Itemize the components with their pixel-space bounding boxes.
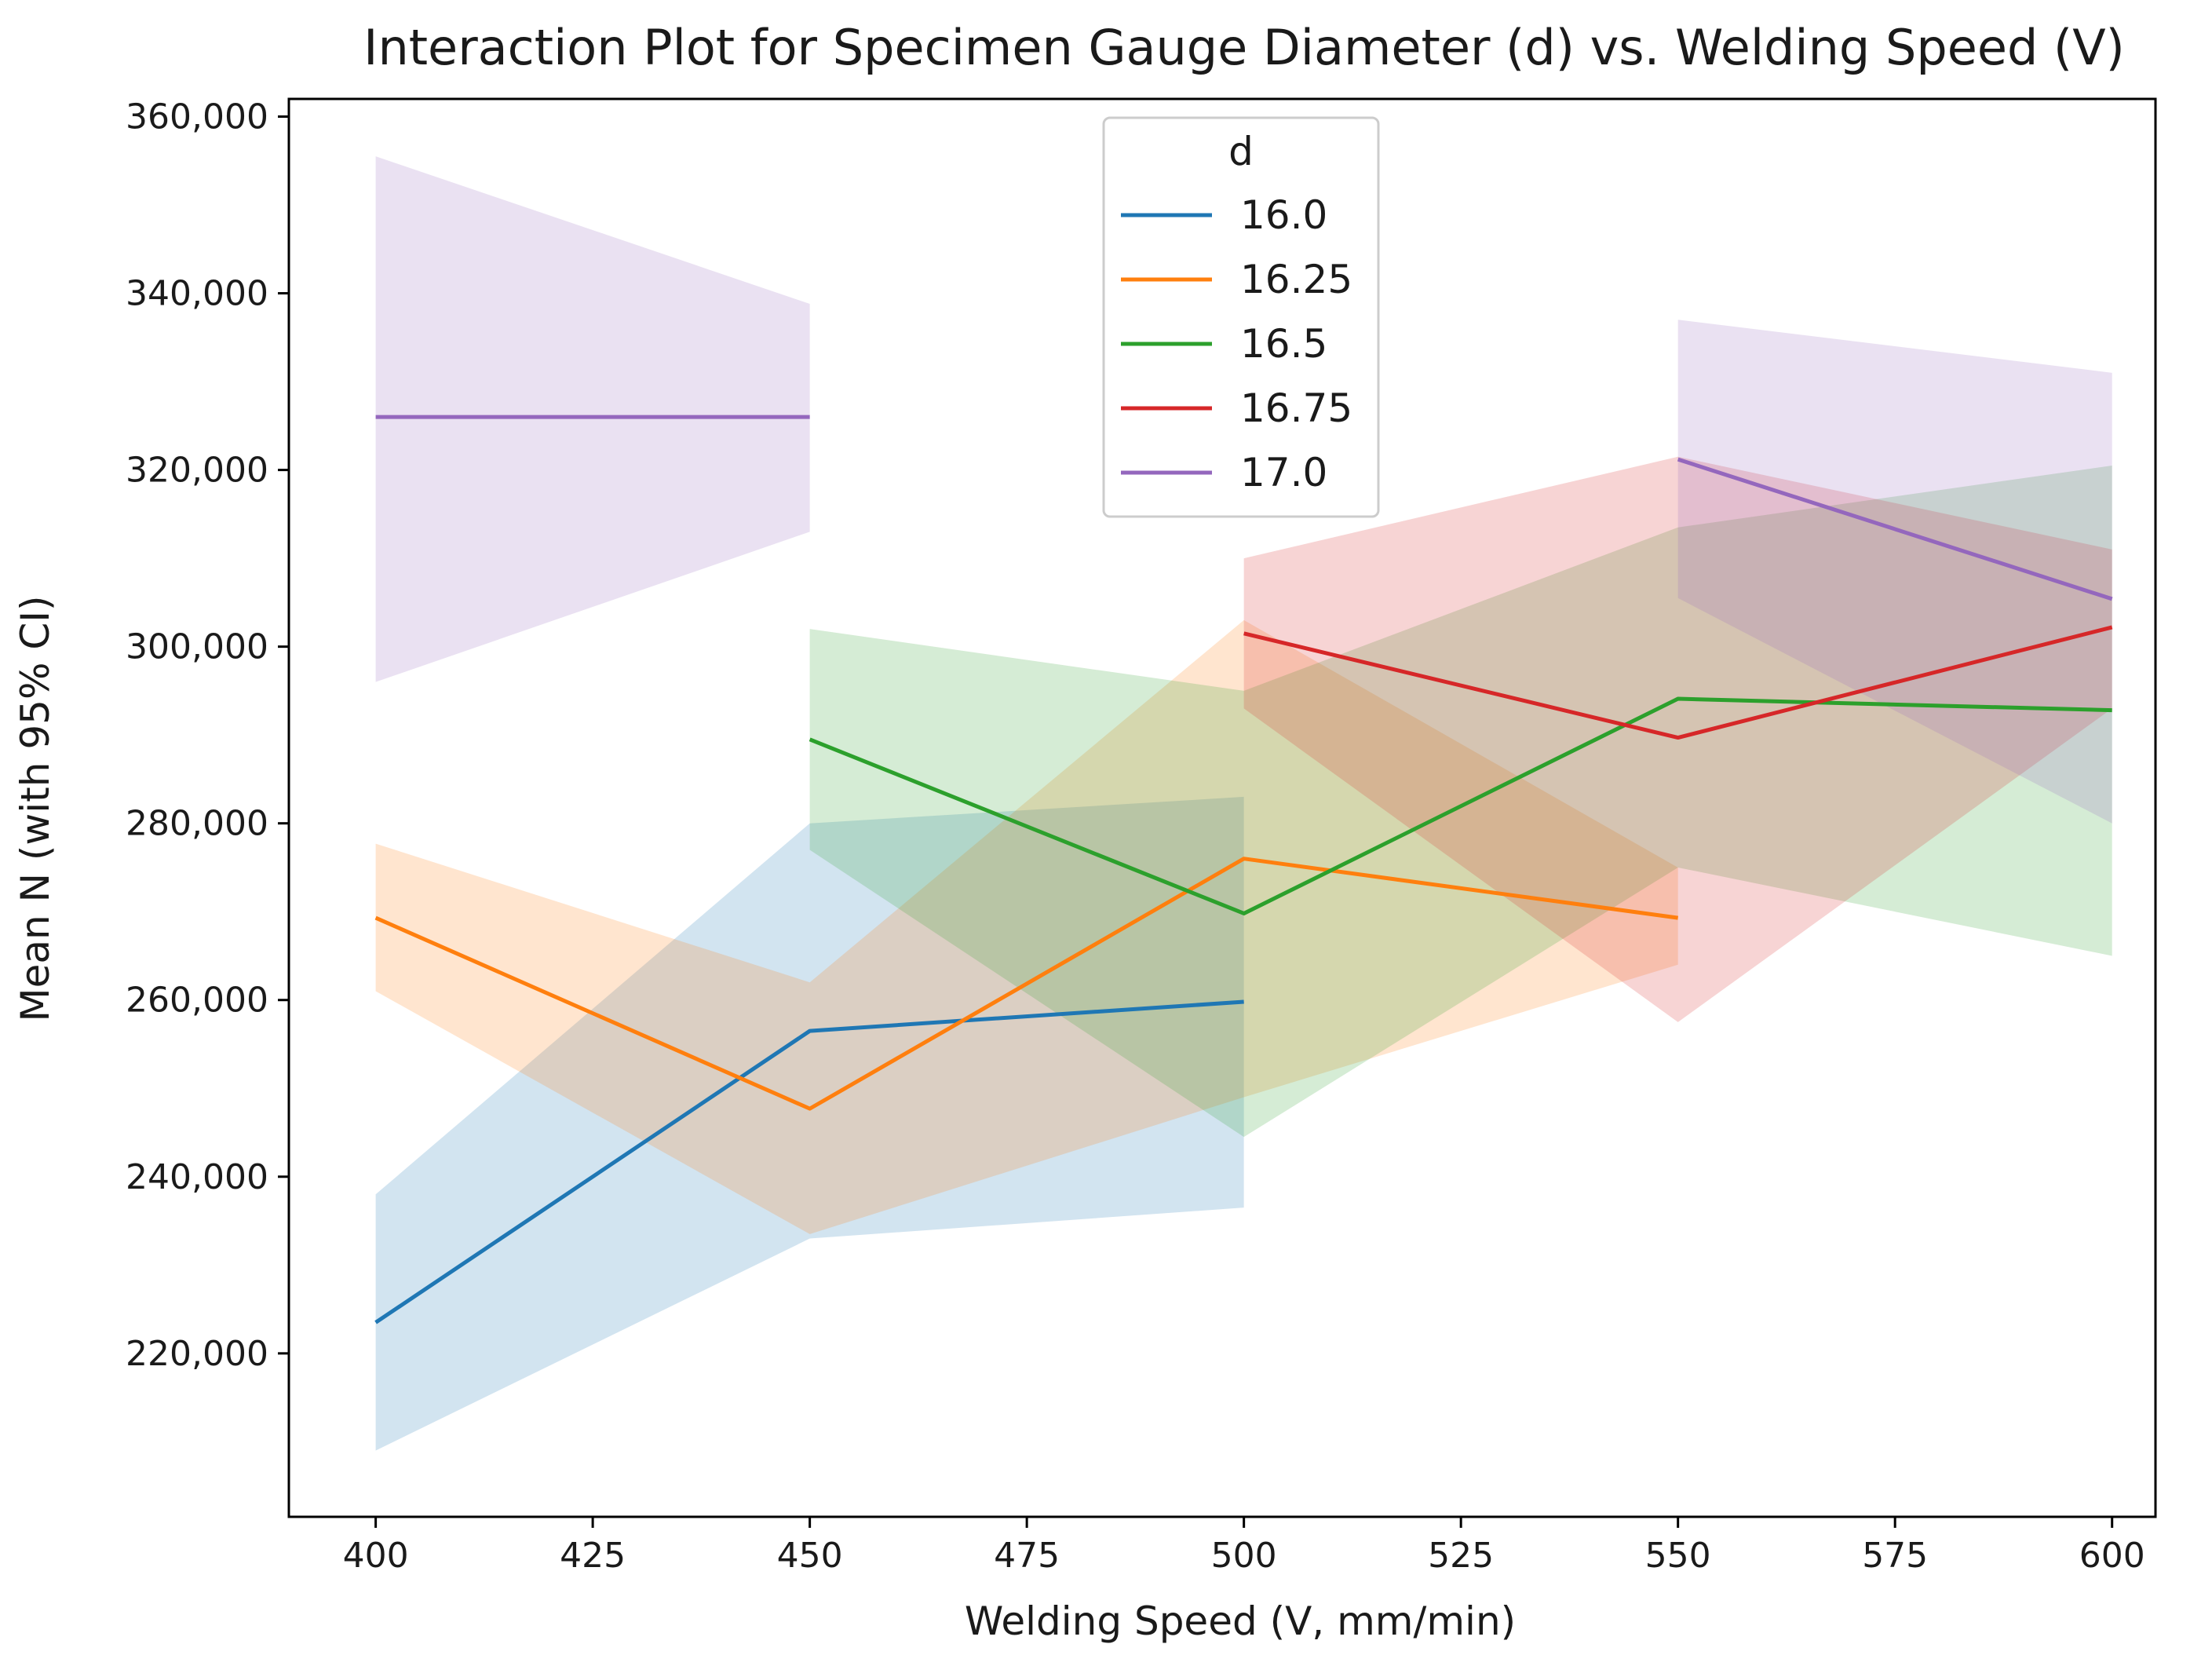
x-tick-label: 400 bbox=[343, 1536, 409, 1576]
legend: d 16.0 16.25 16.5 16.75 17.0 bbox=[1102, 116, 1380, 518]
series-line-d-16-25 bbox=[374, 857, 1679, 1111]
ci-band-d-16-5 bbox=[809, 465, 2112, 1138]
series-line-d-16-75 bbox=[1243, 625, 2113, 740]
x-tick-label: 575 bbox=[1862, 1536, 1928, 1576]
y-axis-label: Mean N (with 95% CI) bbox=[13, 595, 58, 1021]
y-tick-label: 360,000 bbox=[126, 97, 268, 137]
series-line-d-16-0 bbox=[374, 999, 1244, 1324]
y-axis: 220,000 240,000 260,000 280,000 300,000 320,0… bbox=[126, 97, 289, 1374]
legend-box bbox=[1102, 116, 1380, 518]
series-lines bbox=[374, 415, 2113, 1324]
x-tick-label: 550 bbox=[1645, 1536, 1711, 1576]
x-axis: 400 425 450 475 500 525 550 575 600 bbox=[343, 1517, 2145, 1576]
y-tick-label: 320,000 bbox=[126, 451, 268, 491]
legend-label-d-16-5: 16.5 bbox=[1240, 321, 1327, 367]
chart-title: Interaction Plot for Specimen Gauge Diam… bbox=[363, 19, 2125, 76]
legend-label-d-16-25: 16.25 bbox=[1240, 257, 1352, 302]
y-tick-label: 260,000 bbox=[126, 981, 268, 1021]
y-tick-label: 340,000 bbox=[126, 274, 268, 314]
x-tick-label: 450 bbox=[777, 1536, 843, 1576]
legend-label-d-16-75: 16.75 bbox=[1240, 385, 1352, 431]
ci-band-d-17-0 bbox=[1677, 320, 2112, 824]
y-tick-label: 300,000 bbox=[126, 627, 268, 667]
ci-band-d-17-0 bbox=[375, 156, 810, 682]
y-tick-label: 240,000 bbox=[126, 1157, 268, 1197]
y-tick-label: 280,000 bbox=[126, 804, 268, 844]
series-line-d-17-0 bbox=[1677, 457, 2113, 601]
legend-label-d-17-0: 17.0 bbox=[1240, 450, 1327, 495]
legend-label-d-16-0: 16.0 bbox=[1240, 192, 1327, 238]
x-tick-label: 475 bbox=[994, 1536, 1060, 1576]
ci-band-d-16-25 bbox=[375, 619, 1678, 1234]
y-tick-label: 220,000 bbox=[126, 1334, 268, 1374]
x-tick-label: 525 bbox=[1428, 1536, 1494, 1576]
x-tick-label: 500 bbox=[1211, 1536, 1277, 1576]
x-tick-label: 600 bbox=[2079, 1536, 2145, 1576]
series-line-d-16-5 bbox=[809, 696, 2112, 915]
ci-band-d-16-0 bbox=[375, 796, 1244, 1451]
legend-title: d bbox=[1228, 129, 1254, 174]
x-tick-label: 425 bbox=[560, 1536, 626, 1576]
x-axis-label: Welding Speed (V, mm/min) bbox=[965, 1598, 1516, 1644]
plot-area-frame bbox=[287, 97, 2157, 1518]
